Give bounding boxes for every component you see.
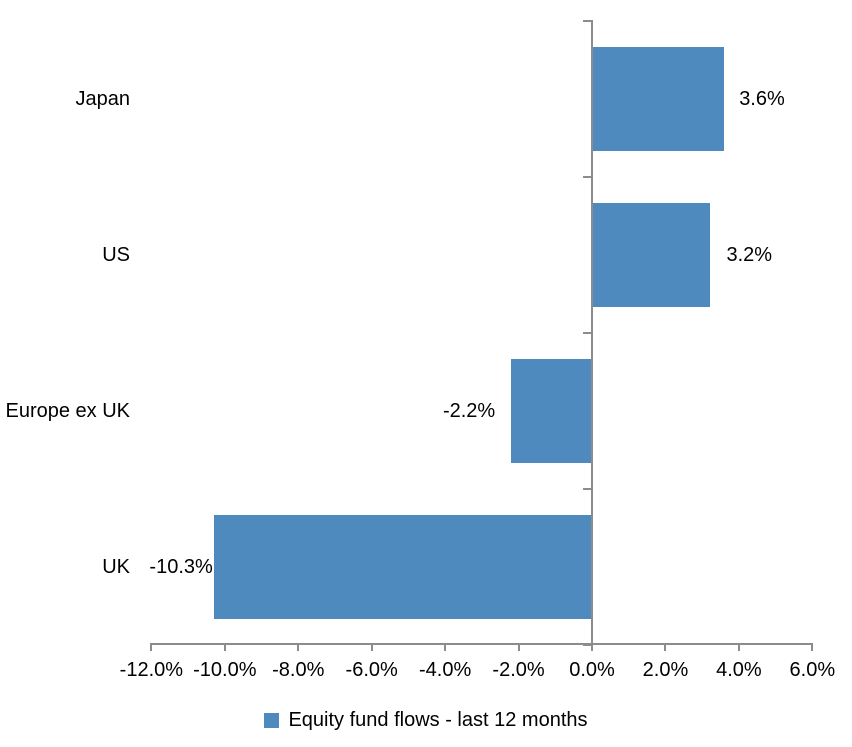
value-axis-tick-label: 6.0%: [789, 659, 836, 681]
category-axis-tick: [583, 644, 591, 646]
legend: Equity fund flows - last 12 months: [0, 707, 852, 733]
category-label: Japan: [75, 87, 131, 110]
category-axis-line: [591, 20, 593, 645]
value-axis-line: [150, 643, 814, 645]
bar-uk: [213, 515, 592, 619]
value-axis-tick: [444, 645, 447, 651]
value-axis-tick: [297, 645, 300, 651]
data-label: -10.3%: [149, 555, 213, 578]
value-axis-tick-label: -4.0%: [418, 659, 472, 681]
value-axis-tick-label: -6.0%: [345, 659, 398, 681]
bar-japan: [592, 47, 725, 151]
data-label: -2.2%: [442, 399, 496, 422]
value-axis-tick-label: -12.0%: [119, 659, 184, 681]
legend-label: Equity fund flows - last 12 months: [288, 708, 588, 731]
value-axis-tick-label: -8.0%: [272, 659, 325, 681]
value-axis-tick: [811, 645, 814, 651]
category-axis-tick: [583, 488, 591, 490]
value-axis-tick: [591, 645, 593, 651]
value-axis-tick: [517, 645, 520, 651]
value-axis-tick: [223, 645, 226, 651]
bar-us: [592, 203, 710, 307]
value-axis-tick: [370, 645, 373, 651]
data-label: 3.6%: [739, 87, 785, 110]
value-axis-tick-label: -10.0%: [193, 659, 257, 681]
value-axis-tick-label: 0.0%: [569, 659, 615, 681]
value-axis-tick: [737, 645, 740, 651]
legend-marker-icon: [264, 712, 280, 728]
value-axis-tick: [150, 645, 153, 651]
value-axis-tick-label: 2.0%: [642, 659, 689, 681]
category-label: UK: [102, 555, 130, 578]
category-axis-tick: [583, 20, 591, 22]
data-label: 3.2%: [726, 243, 773, 266]
category-label: US: [102, 243, 130, 266]
category-label: Europe ex UK: [5, 399, 130, 422]
category-axis-tick: [583, 176, 591, 178]
value-axis-tick: [664, 645, 667, 651]
value-axis-tick-label: -2.0%: [492, 659, 545, 681]
category-axis-tick: [583, 332, 591, 334]
value-axis-tick-label: 4.0%: [716, 659, 762, 681]
bar-europe-ex-uk: [511, 359, 592, 463]
